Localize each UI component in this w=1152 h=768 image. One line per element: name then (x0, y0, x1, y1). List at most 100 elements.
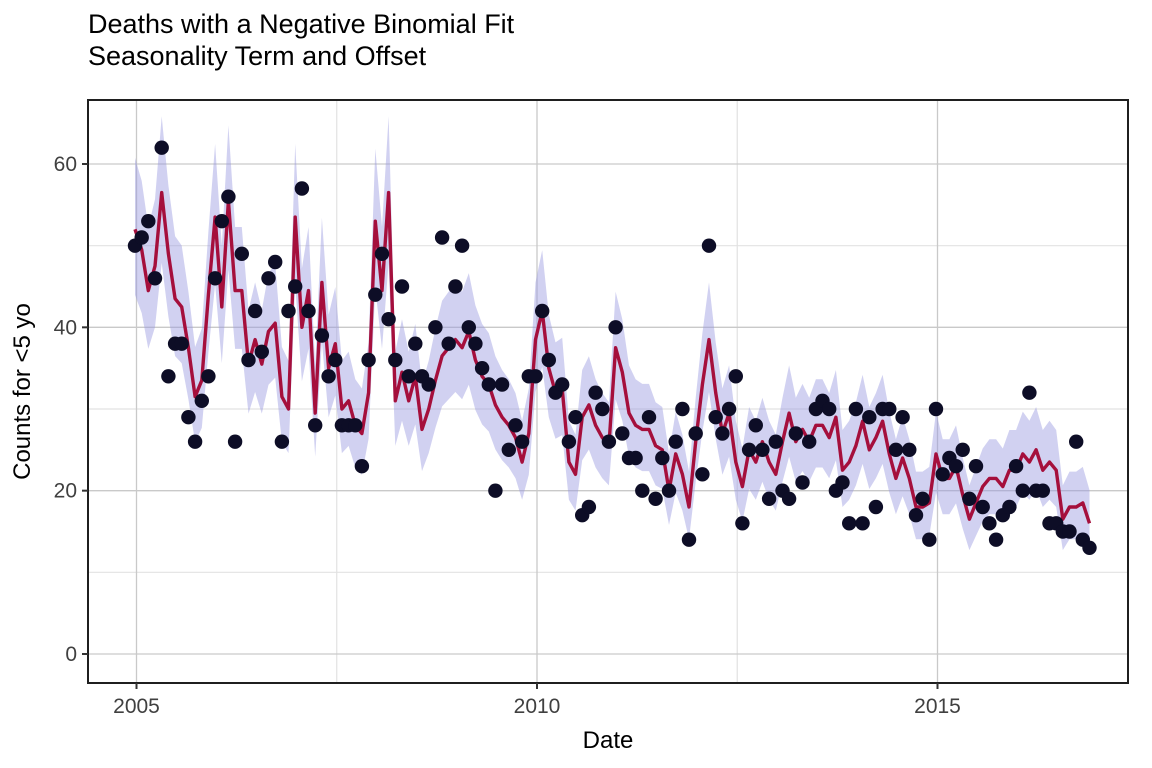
data-point (982, 516, 997, 531)
data-point (1082, 540, 1097, 555)
data-point (401, 369, 416, 384)
data-point (154, 140, 169, 155)
x-axis-title: Date (583, 727, 634, 754)
data-point (328, 352, 343, 368)
data-point (1035, 483, 1051, 498)
data-point (1069, 434, 1084, 449)
data-point (641, 410, 657, 425)
data-point (434, 230, 450, 245)
data-point (174, 336, 189, 351)
data-point (388, 352, 403, 368)
data-point (768, 434, 783, 449)
data-point (962, 491, 977, 506)
data-point (187, 434, 203, 449)
data-point (201, 369, 216, 384)
data-point (1015, 483, 1030, 498)
data-point (428, 320, 443, 335)
data-point (321, 369, 336, 384)
data-point (461, 320, 476, 335)
data-point (615, 426, 630, 441)
data-point (261, 271, 276, 286)
data-point (134, 230, 149, 245)
y-tick-label: 40 (54, 316, 77, 339)
data-point (601, 434, 617, 449)
data-point (555, 377, 570, 392)
data-point (862, 410, 877, 425)
y-tick-label: 20 (54, 480, 77, 503)
data-point (381, 312, 396, 327)
data-point (948, 459, 964, 474)
data-point (835, 475, 850, 490)
y-axis-title: Counts for <5 yo (9, 303, 36, 480)
data-point (454, 238, 470, 253)
x-tick-label: 2010 (514, 695, 561, 718)
data-point (975, 499, 990, 515)
data-point (755, 442, 770, 457)
data-point (301, 303, 316, 319)
data-point (288, 279, 303, 294)
data-point (488, 483, 503, 498)
panel-border (87, 99, 1129, 684)
data-point (361, 352, 376, 368)
data-point (588, 385, 603, 400)
data-point (227, 434, 243, 449)
data-point (855, 516, 870, 531)
gridlines (88, 100, 1128, 683)
data-point (628, 450, 643, 466)
data-point (848, 401, 864, 417)
data-point (514, 434, 530, 449)
data-point (214, 214, 229, 229)
data-point (968, 459, 984, 474)
data-point (501, 442, 516, 457)
y-tick-label: 0 (65, 643, 77, 666)
data-point (1002, 499, 1017, 515)
data-point (701, 238, 717, 253)
data-point (595, 401, 610, 417)
data-point (268, 254, 283, 270)
data-point (915, 491, 930, 506)
data-point (481, 377, 496, 392)
data-point (448, 279, 463, 294)
x-tick-label: 2015 (914, 695, 961, 718)
data-point (181, 410, 196, 425)
data-point (221, 189, 236, 204)
data-point (1022, 385, 1037, 400)
data-point (274, 434, 290, 449)
data-point (788, 426, 803, 441)
data-point (655, 450, 670, 466)
data-point (895, 410, 910, 425)
data-point (368, 287, 383, 302)
data-point (908, 508, 924, 523)
data-point (354, 459, 370, 474)
data-point (888, 442, 904, 457)
data-point (935, 467, 950, 482)
data-point (635, 483, 650, 498)
data-point (241, 352, 256, 368)
data-point (247, 303, 263, 319)
data-point (728, 369, 743, 384)
data-point (708, 410, 723, 425)
data-point (541, 352, 556, 368)
data-point (474, 361, 490, 376)
data-point (581, 499, 597, 515)
data-point (715, 426, 730, 441)
data-point (468, 336, 483, 351)
data-point (194, 393, 209, 408)
data-point (795, 475, 810, 490)
data-point (441, 336, 456, 351)
chart-title-line1: Deaths with a Negative Binomial Fit (88, 9, 515, 39)
data-point (688, 426, 703, 441)
data-point (802, 434, 817, 449)
data-point (695, 467, 710, 482)
data-point (508, 418, 523, 433)
data-point (308, 418, 323, 433)
x-tick-label: 2005 (113, 695, 160, 718)
chart-title-line2: Seasonality Term and Offset (88, 41, 427, 71)
data-point (1062, 524, 1077, 539)
data-point (374, 246, 390, 261)
data-point (281, 303, 296, 319)
data-point (681, 532, 697, 547)
data-point (781, 491, 797, 506)
